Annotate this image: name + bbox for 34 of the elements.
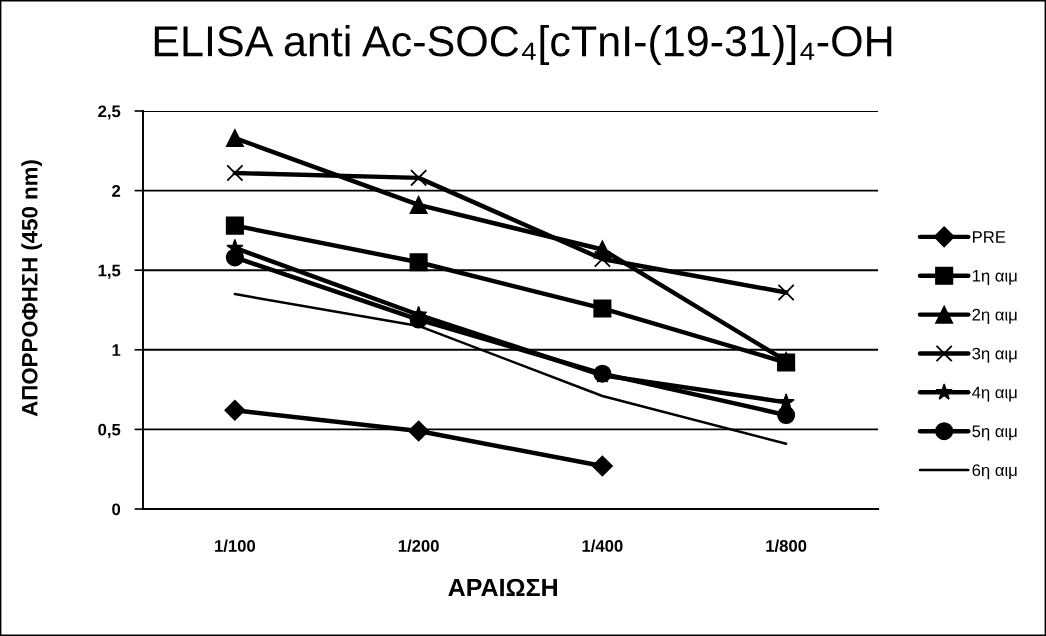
point (224, 399, 246, 421)
x-axis-title: ΑΡΑΙΩΣΗ (448, 578, 557, 597)
chart-title: ELISA anti Ac-SOC₄[cTnI-(19-31)]₄-OH (154, 24, 892, 66)
y-tick-label: 0 (112, 503, 121, 516)
point (225, 129, 244, 148)
legend-label: PRE (973, 231, 1006, 243)
x-tick-label: 1/200 (398, 539, 439, 552)
point (226, 164, 244, 182)
x-tick-label: 1/800 (766, 539, 807, 552)
y-tick-label: 2,5 (98, 105, 121, 120)
legend-label: 6η αιμ (972, 464, 1017, 480)
legend-label: 5η αιμ (972, 425, 1017, 441)
point (409, 253, 428, 272)
point (591, 455, 613, 477)
point (409, 195, 428, 214)
point (225, 216, 244, 235)
point (777, 283, 795, 302)
legend-label: 3η αιμ (972, 347, 1017, 363)
point (408, 420, 430, 442)
legend-label: 1η αιμ (972, 270, 1017, 286)
y-axis-title: ΑΠΟΡΡΟΦΗΣΗ (450 nm) (21, 160, 42, 417)
x-tick-label: 1/100 (215, 539, 256, 552)
x-tick-label: 1/400 (582, 539, 623, 552)
y-tick-label: 1 (112, 344, 121, 356)
y-tick-label: 2 (112, 185, 121, 197)
legend-label: 2η αιμ (972, 308, 1017, 324)
point (410, 169, 428, 187)
point (593, 250, 611, 268)
legend-label: 4η αιμ (972, 386, 1017, 402)
point (593, 299, 612, 318)
y-tick-label: 0,5 (98, 423, 121, 439)
point (777, 406, 796, 425)
point (225, 248, 244, 267)
y-tick-label: 1,5 (98, 264, 121, 279)
